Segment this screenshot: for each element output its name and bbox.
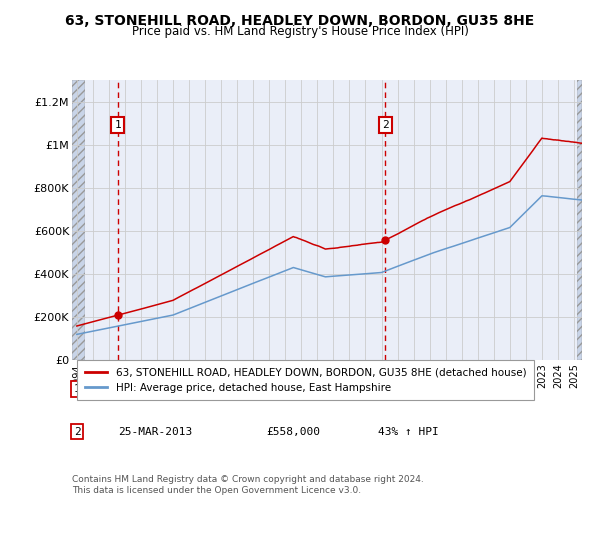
- Text: 43% ↑ HPI: 43% ↑ HPI: [378, 427, 439, 437]
- Legend: 63, STONEHILL ROAD, HEADLEY DOWN, BORDON, GU35 8HE (detached house), HPI: Averag: 63, STONEHILL ROAD, HEADLEY DOWN, BORDON…: [77, 361, 533, 400]
- Text: 1: 1: [74, 384, 80, 394]
- Text: 2: 2: [74, 427, 80, 437]
- Text: Price paid vs. HM Land Registry's House Price Index (HPI): Price paid vs. HM Land Registry's House …: [131, 25, 469, 38]
- Text: 63, STONEHILL ROAD, HEADLEY DOWN, BORDON, GU35 8HE: 63, STONEHILL ROAD, HEADLEY DOWN, BORDON…: [65, 14, 535, 28]
- Text: 1: 1: [115, 120, 121, 130]
- Bar: [72, 80, 85, 360]
- Text: 2: 2: [382, 120, 389, 130]
- Text: £210,000: £210,000: [266, 384, 320, 394]
- Text: 25-MAR-2013: 25-MAR-2013: [118, 427, 192, 437]
- Text: £558,000: £558,000: [266, 427, 320, 437]
- Text: Contains HM Land Registry data © Crown copyright and database right 2024.
This d: Contains HM Land Registry data © Crown c…: [72, 475, 424, 494]
- Text: 19-JUL-1996: 19-JUL-1996: [118, 384, 192, 394]
- Bar: [577, 80, 582, 360]
- Text: 68% ↑ HPI: 68% ↑ HPI: [378, 384, 439, 394]
